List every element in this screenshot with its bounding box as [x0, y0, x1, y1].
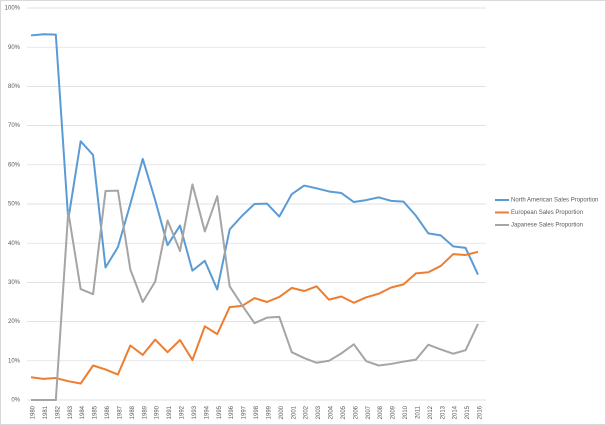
x-tick-label: 1986 [105, 405, 111, 419]
x-tick-label: 1994 [204, 405, 210, 419]
x-tick-label: 1995 [217, 405, 223, 419]
series-line [30, 250, 479, 385]
x-tick-label: 2014 [453, 405, 459, 419]
x-tick-label: 2016 [478, 405, 484, 419]
legend-label: Japanese Sales Proportion [511, 223, 583, 229]
x-tick-label: 2008 [378, 405, 384, 419]
x-tick-label: 2013 [440, 405, 446, 419]
x-tick-label: 2007 [366, 405, 372, 419]
x-tick-label: 2009 [391, 405, 397, 419]
series-line [31, 183, 479, 401]
y-tick-label: 20% [8, 319, 21, 325]
x-tick-label: 2000 [279, 405, 285, 419]
y-tick-label: 10% [8, 358, 21, 364]
y-tick-label: 80% [8, 84, 21, 90]
y-tick-label: 0% [11, 398, 20, 404]
x-tick-label: 1980 [31, 405, 37, 419]
x-tick-label: 2015 [465, 405, 471, 419]
x-tick-label: 2004 [329, 405, 335, 419]
x-tick-label: 1992 [180, 405, 186, 419]
x-tick-label: 1989 [142, 405, 148, 419]
x-tick-label: 1998 [254, 405, 260, 419]
x-tick-label: 1982 [55, 405, 61, 419]
x-tick-label: 1983 [68, 405, 74, 419]
x-tick-label: 1997 [242, 405, 248, 419]
legend-label: North American Sales Proportion [511, 198, 598, 204]
x-tick-label: 2005 [341, 405, 347, 419]
y-tick-label: 40% [8, 241, 21, 247]
x-tick-label: 1996 [229, 405, 235, 419]
x-tick-label: 1987 [117, 405, 123, 419]
series-line [30, 33, 479, 291]
y-tick-label: 100% [5, 6, 21, 12]
x-tick-label: 1991 [167, 405, 173, 419]
y-tick-label: 70% [8, 123, 21, 129]
x-tick-label: 2011 [415, 405, 421, 419]
x-tick-label: 2006 [353, 405, 359, 419]
x-tick-label: 2010 [403, 405, 409, 419]
y-tick-label: 50% [8, 202, 21, 208]
y-tick-label: 90% [8, 45, 21, 51]
x-tick-label: 2012 [428, 405, 434, 419]
x-tick-label: 1984 [80, 405, 86, 419]
x-tick-label: 1988 [130, 405, 136, 419]
x-tick-label: 2002 [304, 405, 310, 419]
x-tick-label: 1993 [192, 405, 198, 419]
legend-label: European Sales Proportion [511, 210, 583, 216]
x-tick-label: 2001 [291, 405, 297, 419]
x-tick-label: 1981 [43, 405, 49, 419]
x-tick-label: 1985 [93, 405, 99, 419]
x-tick-label: 2003 [316, 405, 322, 419]
y-tick-label: 60% [8, 162, 21, 168]
x-tick-label: 1999 [266, 405, 272, 419]
x-tick-label: 1990 [155, 405, 161, 419]
y-tick-label: 30% [8, 280, 21, 286]
